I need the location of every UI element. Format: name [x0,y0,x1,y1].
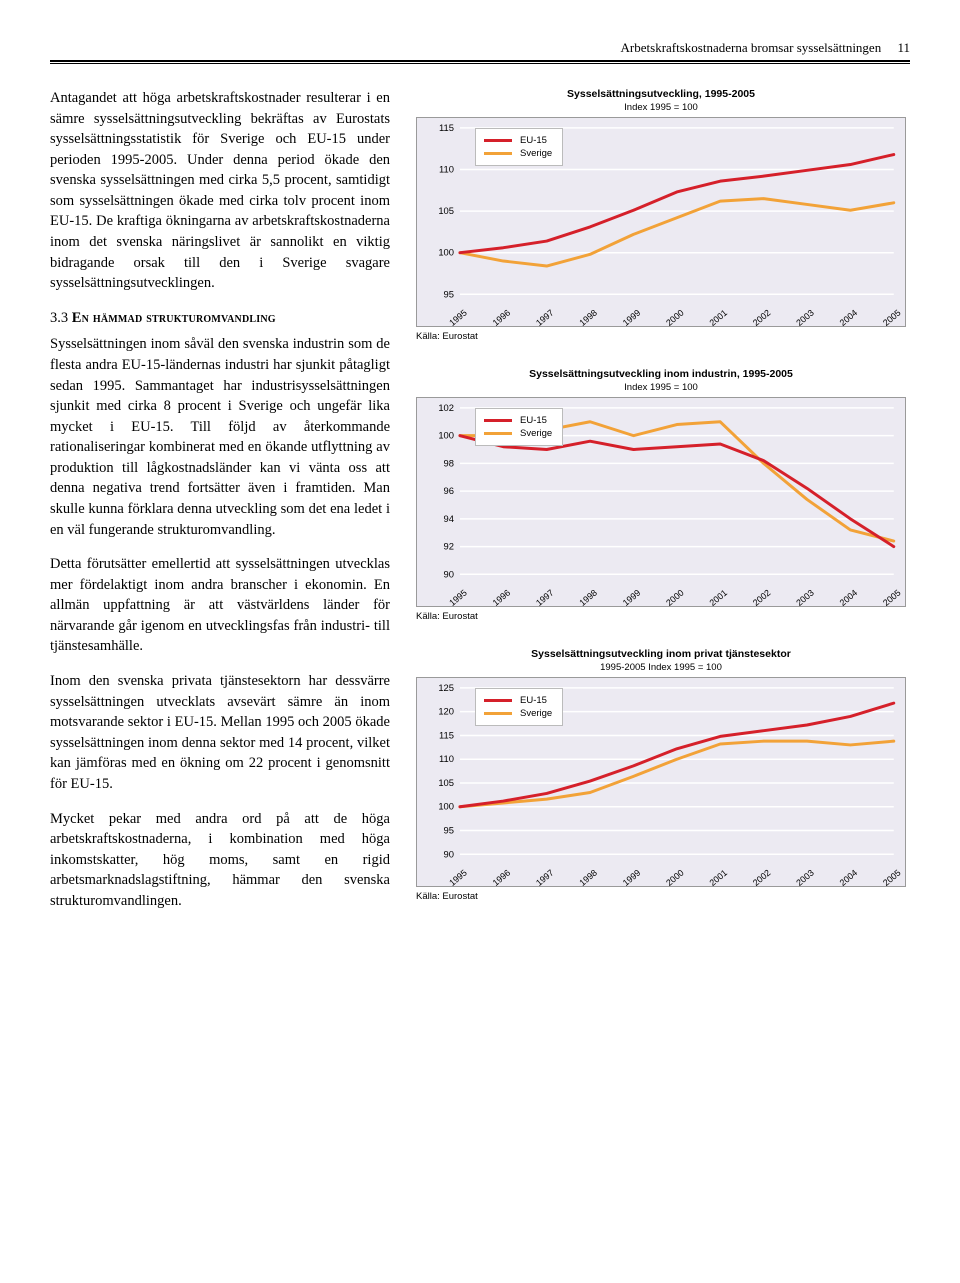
svg-text:1999: 1999 [621,868,643,888]
svg-text:1998: 1998 [577,868,599,888]
svg-text:98: 98 [444,457,454,468]
svg-text:2002: 2002 [751,308,773,328]
swatch-eu15 [484,139,512,142]
body-text-column: Antagandet att höga arbetskraftskostnade… [50,88,390,928]
paragraph: Mycket pekar med andra ord på att de hög… [50,809,390,912]
svg-text:2002: 2002 [751,868,773,888]
svg-text:1997: 1997 [534,308,556,328]
chart-plot-area: 90 92 94 96 98 100 102 1995 1996 1997 1998 1999 2000… [416,397,906,607]
svg-text:1997: 1997 [534,588,556,608]
svg-text:2004: 2004 [838,588,860,608]
svg-text:115: 115 [439,729,454,740]
legend-label: Sverige [520,428,552,439]
svg-text:100: 100 [438,247,454,258]
svg-text:1996: 1996 [491,308,513,328]
charts-column: Sysselsättningsutveckling, 1995-2005 Ind… [416,88,906,928]
page-number: 11 [897,40,910,55]
svg-text:90: 90 [444,568,454,579]
svg-text:95: 95 [444,825,454,836]
svg-text:90: 90 [444,848,454,859]
chart-title: Sysselsättningsutveckling, 1995-2005 [416,88,906,100]
chart-legend: EU-15 Sverige [475,128,563,166]
svg-text:2005: 2005 [881,308,903,328]
chart-legend: EU-15 Sverige [475,688,563,726]
svg-text:2004: 2004 [838,308,860,328]
svg-text:1995: 1995 [447,308,469,328]
header-rule-2 [50,61,910,64]
legend-label: EU-15 [520,135,547,146]
svg-text:115: 115 [439,122,454,133]
chart-plot-area: 95 100 105 110 115 1995 1996 1997 1998 1999 2000 20… [416,117,906,327]
svg-text:2003: 2003 [794,588,816,608]
chart-subtitle: 1995-2005 Index 1995 = 100 [416,662,906,673]
running-title: Arbetskraftskostnaderna bromsar sysselsä… [621,40,882,55]
chart-title: Sysselsättningsutveckling inom industrin… [416,368,906,380]
svg-text:2000: 2000 [664,308,686,328]
svg-text:102: 102 [438,402,454,413]
svg-text:2002: 2002 [751,588,773,608]
chart-1: Sysselsättningsutveckling, 1995-2005 Ind… [416,88,906,342]
paragraph: Detta förutsätter emellertid att syssels… [50,554,390,657]
svg-text:110: 110 [439,753,454,764]
svg-text:100: 100 [438,430,454,441]
svg-text:100: 100 [438,801,454,812]
legend-label: EU-15 [520,415,547,426]
svg-text:2001: 2001 [707,588,729,608]
section-heading-3-3: 3.3 En hämmad strukturomvandling [50,308,390,329]
svg-text:2005: 2005 [881,868,903,888]
chart-subtitle: Index 1995 = 100 [416,382,906,393]
legend-label: EU-15 [520,695,547,706]
svg-text:1996: 1996 [491,868,513,888]
svg-text:2003: 2003 [794,308,816,328]
swatch-sverige [484,712,512,715]
chart-subtitle: Index 1995 = 100 [416,102,906,113]
svg-text:120: 120 [438,706,454,717]
swatch-eu15 [484,419,512,422]
svg-text:105: 105 [438,777,454,788]
svg-text:1995: 1995 [447,588,469,608]
chart-title: Sysselsättningsutveckling inom privat tj… [416,648,906,660]
swatch-eu15 [484,699,512,702]
chart-source: Källa: Eurostat [416,891,906,902]
svg-text:110: 110 [439,163,454,174]
svg-text:96: 96 [444,485,454,496]
swatch-sverige [484,432,512,435]
svg-text:95: 95 [444,288,454,299]
svg-text:1995: 1995 [447,868,469,888]
paragraph: Sysselsättningen inom såväl den svenska … [50,334,390,540]
chart-3: Sysselsättningsutveckling inom privat tj… [416,648,906,902]
svg-text:92: 92 [444,541,454,552]
paragraph: Inom den svenska privata tjänstesektorn … [50,671,390,794]
svg-text:2001: 2001 [707,308,729,328]
legend-label: Sverige [520,148,552,159]
svg-text:1999: 1999 [621,308,643,328]
svg-text:2004: 2004 [838,868,860,888]
svg-text:2000: 2000 [664,588,686,608]
svg-text:1996: 1996 [491,588,513,608]
chart-plot-area: 90 95 100 105 110 115 120 125 1995 1996 1997 1998 19… [416,677,906,887]
svg-text:1999: 1999 [621,588,643,608]
svg-text:2000: 2000 [664,868,686,888]
svg-text:2001: 2001 [707,868,729,888]
svg-text:125: 125 [438,682,454,693]
svg-text:105: 105 [438,205,454,216]
chart-source: Källa: Eurostat [416,611,906,622]
legend-label: Sverige [520,708,552,719]
chart-2: Sysselsättningsutveckling inom industrin… [416,368,906,622]
chart-source: Källa: Eurostat [416,331,906,342]
svg-text:1997: 1997 [534,868,556,888]
svg-text:2005: 2005 [881,588,903,608]
swatch-sverige [484,152,512,155]
chart-legend: EU-15 Sverige [475,408,563,446]
svg-text:2003: 2003 [794,868,816,888]
svg-text:1998: 1998 [577,588,599,608]
svg-text:1998: 1998 [577,308,599,328]
paragraph: Antagandet att höga arbetskraftskostnade… [50,88,390,294]
svg-text:94: 94 [444,513,454,524]
running-header: Arbetskraftskostnaderna bromsar sysselsä… [50,40,910,56]
